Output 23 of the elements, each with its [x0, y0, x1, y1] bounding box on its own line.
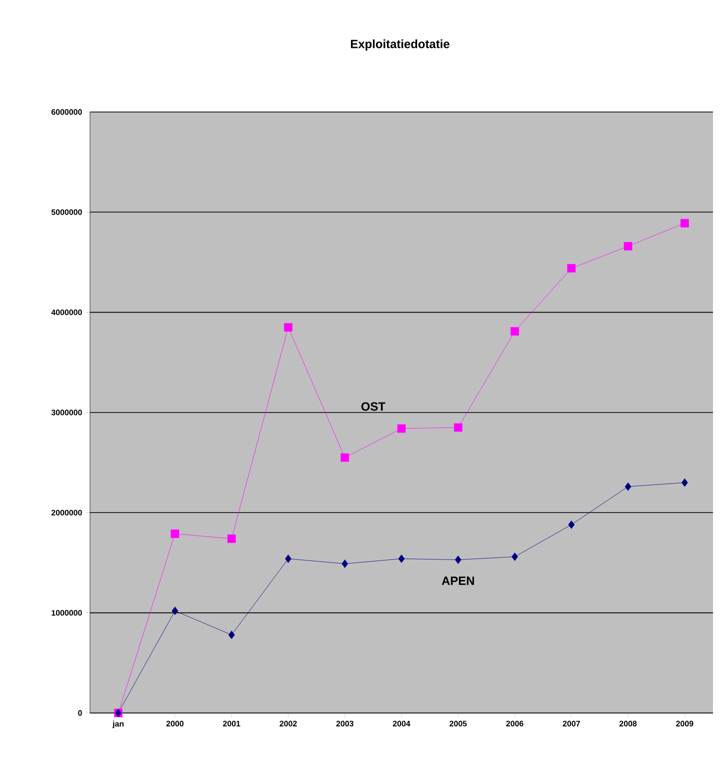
point	[342, 560, 348, 568]
point	[170, 530, 180, 538]
point	[227, 534, 236, 543]
point	[624, 242, 632, 250]
point	[510, 327, 519, 336]
point	[454, 556, 462, 564]
series-label: APEN	[442, 576, 474, 585]
point	[285, 554, 292, 563]
point	[397, 424, 406, 433]
point	[172, 606, 178, 616]
point	[567, 264, 576, 272]
point	[398, 554, 405, 563]
series-label: OST	[361, 402, 386, 411]
point	[568, 520, 575, 529]
point	[680, 218, 689, 228]
point	[284, 323, 292, 332]
point	[340, 453, 350, 462]
point	[682, 478, 688, 487]
point	[228, 630, 235, 640]
chart-title: Exploitatiedotatie	[350, 39, 450, 51]
point	[454, 423, 462, 432]
point	[624, 482, 632, 491]
point	[512, 552, 518, 561]
